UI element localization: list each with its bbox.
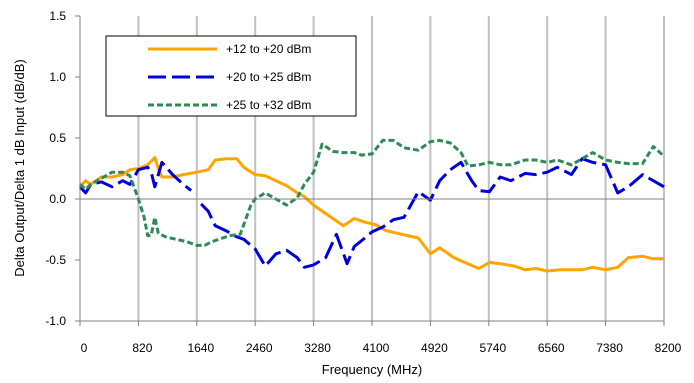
y-tick-label: 1.5 bbox=[49, 9, 66, 23]
x-tick-label: 3280 bbox=[304, 341, 331, 355]
legend-label-1: +12 to +20 dBm bbox=[226, 42, 311, 56]
series-line-2 bbox=[200, 157, 665, 269]
legend: +12 to +20 dBm +20 to +25 dBm +25 to +32 d… bbox=[105, 35, 357, 117]
x-tick-label: 1640 bbox=[187, 341, 214, 355]
axes bbox=[75, 15, 665, 326]
y-tick-label: -0.5 bbox=[45, 253, 66, 267]
x-axis-title: Frequency (MHz) bbox=[322, 362, 422, 377]
y-tick-label: 1.0 bbox=[49, 70, 66, 84]
legend-label-2: +20 to +25 dBm bbox=[226, 70, 311, 84]
x-tick-label: 8200 bbox=[655, 341, 682, 355]
legend-box bbox=[105, 35, 357, 117]
y-tick-label: 0.5 bbox=[49, 131, 66, 145]
series-line-2 bbox=[78, 160, 193, 195]
x-tick-label: 6560 bbox=[538, 341, 565, 355]
y-tick-labels: -1.0 -0.5 0.0 0.5 1.0 1.5 bbox=[45, 9, 66, 328]
y-axis-title: Delta Output/Delta 1 dB Input (dB/dB) bbox=[12, 59, 27, 277]
x-tick-label: 0 bbox=[81, 341, 88, 355]
x-tick-label: 5740 bbox=[479, 341, 506, 355]
x-tick-label: 820 bbox=[132, 341, 152, 355]
x-tick-label: 7380 bbox=[596, 341, 623, 355]
legend-label-3: +25 to +32 dBm bbox=[226, 98, 311, 112]
x-tick-label: 4100 bbox=[363, 341, 390, 355]
y-tick-label: -1.0 bbox=[45, 314, 66, 328]
series-line-3 bbox=[79, 138, 666, 247]
x-tick-label: 2460 bbox=[246, 341, 273, 355]
x-tick-labels: 0 820 1640 2460 3280 4100 4920 5740 6560 7380 8200 bbox=[81, 341, 682, 355]
series-layer bbox=[78, 138, 666, 273]
x-tick-label: 4920 bbox=[421, 341, 448, 355]
y-tick-label: 0.0 bbox=[49, 192, 66, 206]
series-line-1 bbox=[78, 156, 664, 273]
